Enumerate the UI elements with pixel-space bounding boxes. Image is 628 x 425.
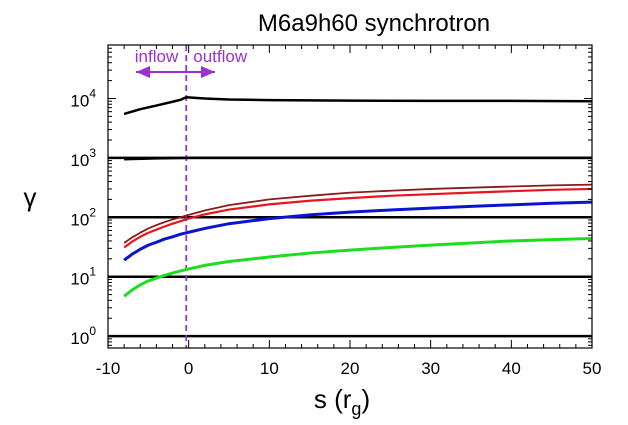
flow-arrow-left-head bbox=[136, 66, 150, 78]
x-tick-label: 10 bbox=[260, 359, 279, 378]
y-ticks: 100 101 102 103 104 bbox=[70, 47, 592, 348]
x-tick-label: 30 bbox=[421, 359, 440, 378]
reference-lines bbox=[108, 45, 592, 348]
x-tick-label: 0 bbox=[184, 359, 193, 378]
x-tick-label: 40 bbox=[502, 359, 521, 378]
x-tick-label: 50 bbox=[583, 359, 602, 378]
series-group bbox=[123, 95, 593, 298]
axes bbox=[107, 44, 593, 349]
y-tick-label: 102 bbox=[70, 205, 96, 229]
y-axis-label: γ bbox=[24, 182, 37, 212]
flow-annotations: inflow outflow bbox=[135, 47, 248, 78]
x-axis-label: s (rg) bbox=[314, 384, 370, 419]
series-line-6 bbox=[123, 236, 593, 298]
y-tick-label: 104 bbox=[70, 86, 96, 110]
y-tick-label: 100 bbox=[70, 324, 96, 348]
series-line-2 bbox=[124, 156, 592, 161]
chart-title: M6a9h60 synchrotron bbox=[258, 10, 490, 37]
flow-arrow-right-head bbox=[201, 66, 215, 78]
inflow-label: inflow bbox=[135, 47, 179, 66]
series-line-3 bbox=[123, 183, 593, 244]
plot-frame bbox=[107, 44, 593, 349]
series-line-1 bbox=[123, 95, 593, 116]
series-line-5 bbox=[123, 200, 593, 262]
series-line-4 bbox=[123, 187, 593, 249]
x-tick-label: -10 bbox=[96, 359, 121, 378]
outflow-label: outflow bbox=[193, 47, 248, 66]
x-ticks: -10 0 10 20 30 40 50 bbox=[96, 45, 602, 378]
x-tick-label: 20 bbox=[341, 359, 360, 378]
y-tick-label: 101 bbox=[70, 265, 96, 289]
y-tick-label: 103 bbox=[70, 146, 96, 170]
